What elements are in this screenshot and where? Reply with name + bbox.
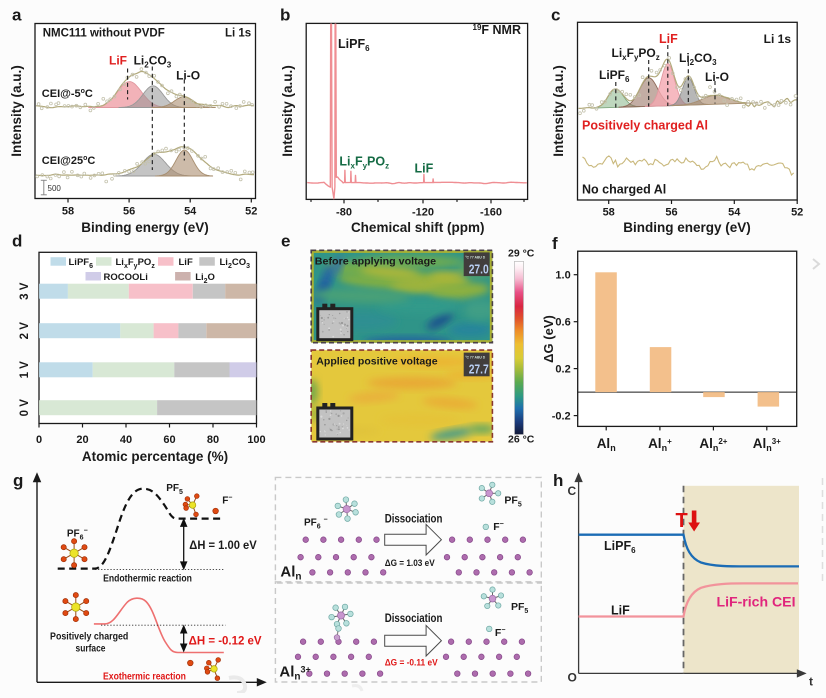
svg-text:Dissociation: Dissociation [385, 613, 443, 625]
svg-text:54: 54 [184, 206, 197, 218]
svg-text:g: g [13, 471, 23, 490]
svg-text:No charged Al: No charged Al [582, 183, 666, 197]
svg-text:1.0: 1.0 [555, 270, 570, 282]
svg-text:Applied positive voltage: Applied positive voltage [316, 355, 437, 367]
svg-text:3 V: 3 V [19, 282, 31, 300]
svg-text:f: f [552, 234, 558, 253]
svg-text:0.6: 0.6 [555, 317, 570, 329]
svg-text:Li2​O: Li2​O [195, 272, 215, 285]
svg-text:t: t [809, 675, 813, 689]
svg-text:52: 52 [791, 207, 803, 219]
svg-text:20: 20 [76, 434, 88, 446]
svg-text:e: e [281, 232, 290, 251]
svg-text:°C 77 ABU D: °C 77 ABU D [465, 255, 486, 259]
svg-text:58: 58 [603, 207, 615, 219]
svg-text:ΔG = -0.11 eV: ΔG = -0.11 eV [385, 658, 439, 669]
svg-text:Positively charged: Positively charged [50, 631, 128, 643]
svg-text:1 V: 1 V [19, 361, 31, 379]
svg-text:PF5​: PF5​ [511, 601, 528, 615]
svg-text:F−​: F−​ [495, 627, 506, 639]
svg-text:Intensity (a.u.): Intensity (a.u.) [9, 65, 24, 157]
svg-text:LiPF6​: LiPF6​ [604, 539, 636, 555]
svg-text:T: T [676, 510, 688, 532]
svg-text:54: 54 [728, 207, 741, 219]
svg-text:0 V: 0 V [19, 399, 31, 417]
svg-text:26 °C: 26 °C [508, 434, 535, 446]
svg-text:surface: surface [76, 643, 106, 655]
svg-text:Atomic percentage (%): Atomic percentage (%) [82, 449, 228, 464]
svg-text:LiF: LiF [179, 257, 193, 268]
svg-text:LiF: LiF [109, 54, 127, 68]
svg-text:ΔH = -0.12 eV: ΔH = -0.12 eV [189, 634, 262, 648]
svg-text:Li-O: Li-O [176, 69, 200, 83]
svg-text:Li2​CO3​: Li2​CO3​ [134, 54, 172, 70]
svg-text:d: d [12, 232, 22, 251]
svg-text:-120: -120 [412, 207, 434, 219]
svg-text:c: c [551, 6, 560, 25]
svg-text:0.2: 0.2 [555, 364, 570, 376]
svg-text:a: a [12, 6, 22, 25]
svg-text:ΔG = 1.03 eV: ΔG = 1.03 eV [385, 558, 436, 569]
svg-text:Binding energy (eV): Binding energy (eV) [623, 220, 751, 235]
svg-text:CEI@25o​C: CEI@25o​C [42, 155, 96, 167]
svg-text:Li 1s: Li 1s [225, 28, 251, 40]
svg-text:Li-O: Li-O [705, 70, 729, 84]
svg-text:LiF: LiF [611, 604, 630, 618]
svg-text:LiF-rich CEI: LiF-rich CEI [717, 595, 796, 610]
svg-text:58: 58 [62, 206, 74, 218]
svg-text:60: 60 [163, 434, 175, 446]
svg-text:Positively charged Al: Positively charged Al [582, 119, 708, 133]
svg-text:-160: -160 [480, 207, 502, 219]
svg-text:h: h [553, 471, 563, 490]
svg-text:Li2​CO3​: Li2​CO3​ [220, 257, 251, 270]
svg-text:ΔH = 1.00 eV: ΔH = 1.00 eV [189, 538, 256, 552]
svg-text:Binding energy (eV): Binding energy (eV) [81, 220, 209, 235]
svg-text:56: 56 [123, 206, 135, 218]
svg-text:56: 56 [665, 207, 677, 219]
svg-text:-0.2: -0.2 [552, 411, 571, 423]
svg-text:80: 80 [207, 434, 219, 446]
svg-text:29 °C: 29 °C [508, 248, 535, 260]
svg-text:Intensity (a.u.): Intensity (a.u.) [280, 65, 295, 157]
svg-text:2 V: 2 V [19, 322, 31, 340]
svg-text:LiPF6​: LiPF6​ [338, 37, 370, 53]
svg-text:°C 77 ABU D: °C 77 ABU D [465, 356, 486, 360]
svg-text:NMC111 without PVDF: NMC111 without PVDF [43, 28, 165, 40]
svg-text:F−​: F−​ [493, 521, 504, 533]
svg-text:LiF: LiF [659, 32, 678, 46]
svg-text:Chemical shift (ppm): Chemical shift (ppm) [351, 220, 485, 235]
svg-text:b: b [280, 6, 290, 25]
svg-text:Li2​CO3​: Li2​CO3​ [679, 51, 717, 67]
svg-text:52: 52 [245, 206, 257, 218]
svg-text:PF6​ −​: PF6​ −​ [304, 517, 328, 531]
svg-text:ΔG (eV): ΔG (eV) [541, 315, 556, 363]
svg-text:Dissociation: Dissociation [385, 513, 443, 525]
svg-text:ROCOOLi: ROCOOLi [104, 272, 148, 283]
svg-text:F−​: F−​ [222, 495, 232, 507]
svg-text:LiPF6​: LiPF6​ [599, 68, 630, 84]
svg-text:Endothermic reaction: Endothermic reaction [103, 573, 192, 585]
svg-text:O: O [568, 671, 577, 685]
svg-text:Intensity (a.u.): Intensity (a.u.) [551, 65, 566, 157]
svg-text:C: C [568, 484, 577, 498]
svg-text:PF5​: PF5​ [504, 495, 521, 509]
svg-text:27.0: 27.0 [469, 262, 489, 276]
svg-text:19​F NMR: 19​F NMR [473, 23, 521, 37]
svg-text:LiF: LiF [415, 162, 434, 176]
svg-text:0: 0 [36, 434, 42, 446]
svg-text:500: 500 [48, 184, 62, 193]
svg-text:Exothermic reaction: Exothermic reaction [103, 671, 186, 683]
svg-text:-80: -80 [336, 207, 352, 219]
svg-text:PF5​: PF5​ [166, 483, 183, 496]
svg-text:27.7: 27.7 [469, 363, 489, 377]
svg-text:100: 100 [247, 434, 265, 446]
svg-text:CEI@-5o​C: CEI@-5o​C [42, 88, 93, 100]
svg-text:LiPF6​: LiPF6​ [69, 257, 94, 270]
svg-text:Before applying voltage: Before applying voltage [315, 256, 436, 268]
svg-text:40: 40 [120, 434, 132, 446]
svg-text:Li 1s: Li 1s [764, 32, 792, 46]
